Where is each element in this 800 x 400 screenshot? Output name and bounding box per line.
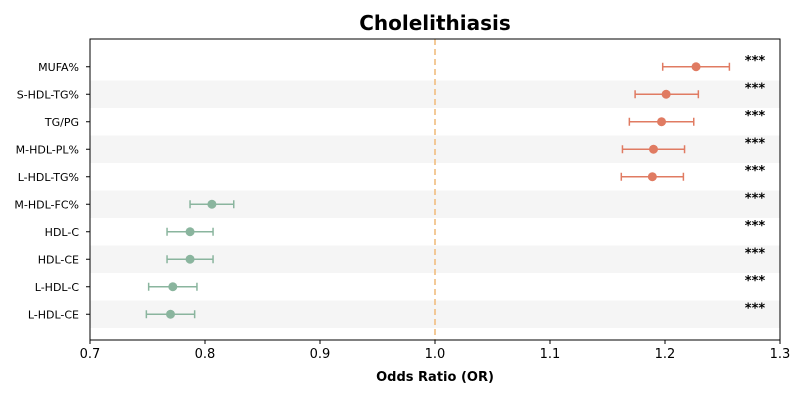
x-tick-label: 0.9	[310, 347, 331, 362]
x-axis: 0.7 0.8 0.9 1.0 1.1 1.2 1.3	[80, 340, 791, 362]
row-label: M-HDL-FC%	[14, 198, 79, 211]
x-tick-label: 1.0	[425, 347, 446, 362]
significance-label: ***	[745, 219, 766, 234]
forest-row: S-HDL-TG% ***	[17, 81, 766, 101]
significance-label: ***	[745, 246, 766, 261]
row-label: TG/PG	[44, 116, 79, 129]
row-label: HDL-CE	[38, 253, 79, 266]
significance-label: ***	[745, 54, 766, 69]
row-label: M-HDL-PL%	[16, 143, 79, 156]
or-point	[166, 309, 175, 319]
or-point	[649, 144, 658, 154]
forest-row: MUFA% ***	[38, 54, 765, 74]
x-tick-label: 0.8	[195, 347, 216, 362]
or-point	[168, 282, 178, 292]
forest-row: L-HDL-C ***	[35, 274, 766, 294]
or-point	[661, 89, 671, 99]
row-label: MUFA%	[38, 61, 79, 74]
row-label: L-HDL-C	[35, 281, 80, 294]
forest-row: TG/PG ***	[44, 109, 766, 129]
data-rows: MUFA% *** S-HDL-TG% *** TG/PG *** M-HDL-PL% ***…	[14, 54, 765, 322]
forest-row: HDL-CE ***	[38, 246, 766, 266]
x-tick-label: 1.3	[770, 347, 791, 362]
or-point	[691, 62, 701, 72]
row-label: HDL-C	[45, 226, 80, 239]
x-axis-label: Odds Ratio (OR)	[376, 370, 494, 385]
forest-row: L-HDL-TG% ***	[18, 164, 766, 184]
row-label: L-HDL-CE	[28, 308, 79, 321]
or-point	[207, 199, 217, 209]
chart-title: Cholelithiasis	[359, 11, 511, 35]
or-point	[185, 254, 195, 264]
significance-label: ***	[745, 109, 766, 124]
or-point	[647, 172, 657, 182]
or-point	[185, 227, 195, 237]
x-tick-label: 0.7	[80, 347, 101, 362]
significance-label: ***	[745, 301, 766, 316]
x-tick-label: 1.2	[655, 347, 676, 362]
or-point	[657, 117, 667, 127]
forest-row: M-HDL-FC% ***	[14, 191, 765, 211]
forest-row: HDL-C ***	[45, 219, 766, 239]
forest-row: L-HDL-CE ***	[28, 301, 766, 321]
row-label: S-HDL-TG%	[17, 88, 79, 101]
forest-row: M-HDL-PL% ***	[16, 136, 766, 156]
significance-label: ***	[745, 81, 766, 96]
significance-label: ***	[745, 191, 766, 206]
x-tick-label: 1.1	[540, 347, 561, 362]
significance-label: ***	[745, 164, 766, 179]
significance-label: ***	[745, 274, 766, 289]
row-label: L-HDL-TG%	[18, 171, 79, 184]
significance-label: ***	[745, 136, 766, 151]
